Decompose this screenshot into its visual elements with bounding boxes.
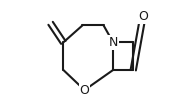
Text: O: O [138,10,148,23]
Text: N: N [108,36,118,49]
Text: O: O [80,84,89,97]
